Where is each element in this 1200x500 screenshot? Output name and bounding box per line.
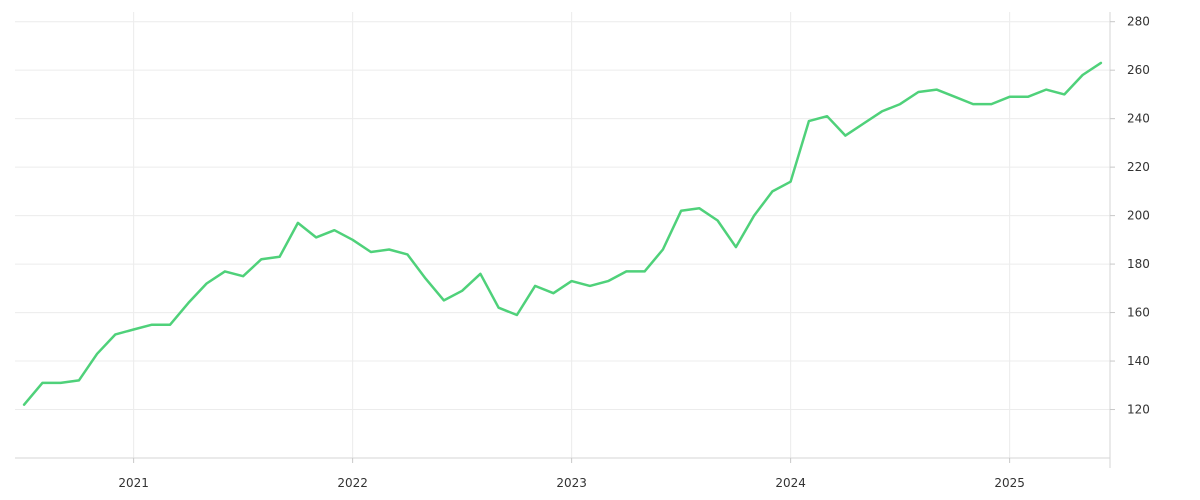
y-tick-label: 140	[1127, 354, 1150, 368]
y-tick-label: 220	[1127, 160, 1150, 174]
x-tick-label: 2024	[775, 476, 806, 490]
y-tick-labels: 120 140 160 180 200 220 240 260 280	[1110, 15, 1150, 417]
y-tick-label: 240	[1127, 112, 1150, 126]
y-tick-label: 120	[1127, 403, 1150, 417]
x-tick-label: 2021	[118, 476, 149, 490]
x-tick-label: 2022	[337, 476, 368, 490]
axes	[15, 12, 1111, 468]
y-tick-label: 200	[1127, 209, 1150, 223]
x-tick-labels: 2021 2022 2023 2024 2025	[118, 458, 1025, 490]
grid	[15, 12, 1110, 458]
x-tick-label: 2025	[994, 476, 1025, 490]
x-tick-label: 2023	[556, 476, 587, 490]
y-tick-label: 160	[1127, 306, 1150, 320]
y-tick-label: 180	[1127, 257, 1150, 271]
y-tick-label: 260	[1127, 63, 1150, 77]
series-group	[22, 61, 1103, 406]
y-tick-label: 280	[1127, 15, 1150, 29]
series-line-0	[22, 61, 1103, 406]
